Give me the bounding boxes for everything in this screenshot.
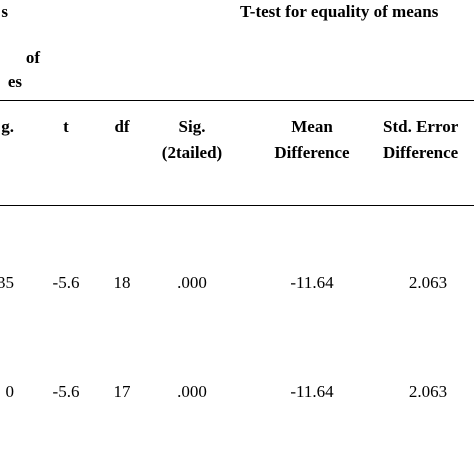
column-header: Sig. (178, 117, 206, 136)
group-header: T-test for equality of means (240, 2, 439, 21)
column-header: g. (1, 117, 14, 136)
cell: 0 (5, 382, 15, 401)
cell: 2.063 (408, 382, 448, 401)
column-header: Difference (274, 143, 350, 162)
cell: 35 (0, 273, 14, 292)
cell: -11.64 (290, 273, 334, 292)
column-header: Mean (291, 117, 333, 136)
cell: 17 (113, 382, 131, 401)
column-header: (2tailed) (161, 143, 223, 162)
header-rule (0, 100, 474, 101)
group-header-fragment: es (7, 72, 22, 91)
cell: .000 (177, 273, 207, 292)
cell: -11.64 (290, 382, 334, 401)
cell: -5.6 (52, 273, 80, 292)
cell: 2.063 (408, 273, 448, 292)
group-header-fragment: of (25, 48, 40, 67)
cell: 18 (113, 273, 131, 292)
column-header: df (114, 117, 130, 136)
column-header: Std. Error (383, 117, 459, 136)
cell: -5.6 (52, 382, 80, 401)
column-rule (0, 205, 474, 206)
column-header: t (63, 117, 69, 136)
column-header: Difference (383, 143, 459, 162)
cell: .000 (177, 382, 207, 401)
group-header-fragment: s (1, 2, 8, 21)
